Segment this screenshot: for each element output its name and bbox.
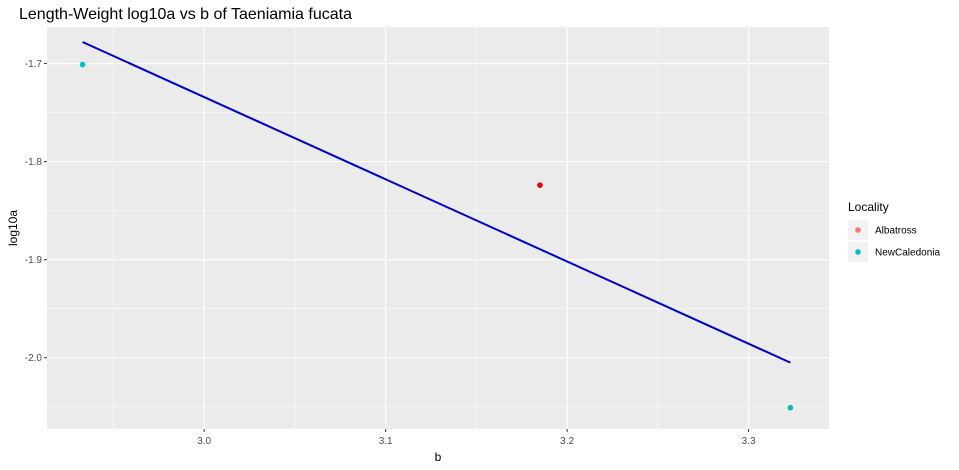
legend: Locality Albatross NewCaledonia xyxy=(848,200,940,262)
x-axis-label: b xyxy=(435,450,442,464)
x-tick-label: 3.3 xyxy=(742,436,756,447)
legend-title: Locality xyxy=(848,200,889,214)
y-tick-label: -1.9 xyxy=(25,255,43,266)
minor-gridlines xyxy=(47,27,829,429)
legend-label: Albatross xyxy=(875,226,917,237)
x-tick-label: 3.0 xyxy=(197,436,211,447)
data-point-albatross xyxy=(537,182,543,188)
y-tick-label: -1.7 xyxy=(25,59,43,70)
x-tick-label: 3.1 xyxy=(379,436,393,447)
y-tick-label: -2.0 xyxy=(25,353,43,364)
legend-key-newcaledonia xyxy=(855,249,861,255)
legend-keys: Albatross NewCaledonia xyxy=(848,220,940,262)
x-tick-label: 3.2 xyxy=(560,436,574,447)
plot-panel xyxy=(47,27,829,429)
x-axis-ticks: 3.0 3.1 3.2 3.3 xyxy=(197,429,756,447)
y-axis-ticks: -1.7 -1.8 -1.9 -2.0 xyxy=(25,59,47,364)
fit-line xyxy=(82,41,791,364)
y-tick-label: -1.8 xyxy=(25,157,43,168)
data-point-newcaledonia xyxy=(79,61,86,68)
chart-title: Length-Weight log10a vs b of Taeniamia f… xyxy=(19,6,352,23)
fit-line-group xyxy=(82,41,791,364)
data-point-newcaledonia xyxy=(787,404,794,411)
legend-key-albatross xyxy=(855,227,861,233)
major-gridlines xyxy=(47,27,829,429)
legend-label: NewCaledonia xyxy=(875,248,940,259)
y-axis-label: log10a xyxy=(6,210,20,246)
data-points xyxy=(79,61,794,411)
